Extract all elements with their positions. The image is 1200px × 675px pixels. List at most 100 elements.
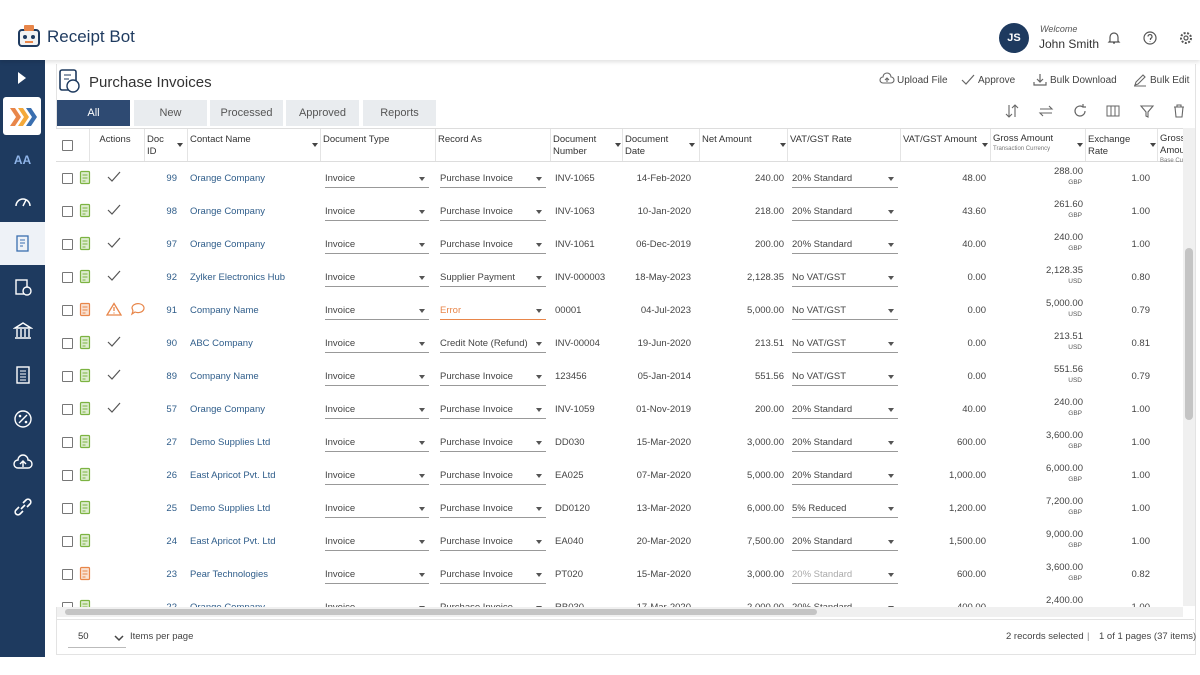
column-header[interactable]: Actions — [92, 134, 138, 146]
bell-icon[interactable] — [1106, 30, 1122, 46]
nav-badge[interactable]: AA — [13, 153, 32, 167]
document-type[interactable]: Invoice — [325, 402, 429, 419]
table-row[interactable]: 24 East Apricot Pvt. Ltd Invoice Purchase I… — [56, 525, 1183, 559]
file-icon[interactable] — [79, 302, 91, 317]
row-checkbox[interactable] — [62, 239, 73, 250]
vat-rate[interactable]: 20% Standard — [792, 237, 898, 254]
record-as[interactable]: Supplier Payment — [440, 270, 546, 287]
column-header[interactable]: Gross Amount Transaction Currency — [993, 133, 1075, 154]
nav-invoices[interactable] — [0, 222, 45, 265]
vat-rate[interactable]: No VAT/GST — [792, 336, 898, 353]
file-icon[interactable] — [79, 269, 91, 284]
nav-reports[interactable] — [13, 365, 33, 385]
vat-rate[interactable]: 20% Standard — [792, 171, 898, 188]
file-icon[interactable] — [79, 236, 91, 251]
document-type[interactable]: Invoice — [325, 369, 429, 386]
table-tool[interactable] — [1171, 103, 1187, 119]
table-row[interactable]: 23 Pear Technologies Invoice Purchase Invoi… — [56, 558, 1183, 592]
column-header[interactable]: Contact Name — [190, 134, 310, 146]
doc-id[interactable]: 98 — [166, 206, 177, 217]
table-row[interactable]: 97 Orange Company Invoice Purchase Invoice I… — [56, 228, 1183, 262]
contact-name[interactable]: Zylker Electronics Hub — [190, 272, 286, 283]
document-type[interactable]: Invoice — [325, 237, 429, 254]
column-header[interactable]: Record As — [438, 134, 550, 146]
row-checkbox[interactable] — [62, 272, 73, 283]
doc-id[interactable]: 57 — [166, 404, 177, 415]
column-header[interactable]: Doc ID — [147, 134, 175, 158]
settings-icon[interactable] — [1178, 30, 1194, 46]
document-type[interactable]: Invoice — [325, 303, 429, 320]
nav-tax[interactable] — [13, 409, 33, 429]
action-icon[interactable] — [960, 72, 976, 88]
h-scroll-thumb[interactable] — [65, 609, 817, 615]
contact-name[interactable]: Demo Supplies Ltd — [190, 437, 271, 448]
vat-rate[interactable]: No VAT/GST — [792, 303, 898, 320]
vat-rate[interactable]: 5% Reduced — [792, 501, 898, 518]
file-icon[interactable] — [79, 434, 91, 449]
row-checkbox[interactable] — [62, 305, 73, 316]
record-as[interactable]: Purchase Invoice — [440, 369, 546, 386]
row-checkbox[interactable] — [62, 602, 73, 607]
doc-id[interactable]: 24 — [166, 536, 177, 547]
record-as[interactable]: Purchase Invoice — [440, 171, 546, 188]
file-icon[interactable] — [79, 467, 91, 482]
table-tool[interactable] — [1139, 103, 1155, 119]
nav-bank[interactable] — [13, 321, 33, 341]
doc-id[interactable]: 91 — [166, 305, 177, 316]
contact-name[interactable]: Orange Company — [190, 404, 265, 415]
column-header[interactable]: VAT/GST Amount — [903, 134, 980, 146]
contact-name[interactable]: Demo Supplies Ltd — [190, 503, 271, 514]
tab[interactable]: Approved — [286, 100, 359, 126]
doc-id[interactable]: 26 — [166, 470, 177, 481]
document-type[interactable]: Invoice — [325, 171, 429, 188]
doc-id[interactable]: 25 — [166, 503, 177, 514]
table-row[interactable]: 26 East Apricot Pvt. Ltd Invoice Purchase I… — [56, 459, 1183, 493]
table-tool[interactable] — [1004, 103, 1020, 119]
contact-name[interactable]: Orange Company — [190, 602, 265, 607]
doc-id[interactable]: 90 — [166, 338, 177, 349]
table-row[interactable]: 91 Company Name Invoice Error 00001 04-Jul-20… — [56, 294, 1183, 328]
vat-rate[interactable]: 20% Standard — [792, 600, 898, 607]
row-checkbox[interactable] — [62, 404, 73, 415]
tab[interactable]: All — [57, 100, 130, 126]
table-row[interactable]: 25 Demo Supplies Ltd Invoice Purchase Invoi… — [56, 492, 1183, 526]
row-checkbox[interactable] — [62, 338, 73, 349]
file-icon[interactable] — [79, 203, 91, 218]
document-type[interactable]: Invoice — [325, 336, 429, 353]
doc-id[interactable]: 92 — [166, 272, 177, 283]
document-type[interactable]: Invoice — [325, 468, 429, 485]
row-checkbox[interactable] — [62, 569, 73, 580]
column-header[interactable]: Gross Amount Base Currency — [1160, 133, 1183, 166]
nav-upload[interactable] — [13, 453, 33, 473]
table-tool[interactable] — [1105, 103, 1121, 119]
vat-rate[interactable]: 20% Standard — [792, 402, 898, 419]
record-as[interactable]: Purchase Invoice — [440, 501, 546, 518]
contact-name[interactable]: Pear Technologies — [190, 569, 268, 580]
table-row[interactable]: 22 Orange Company Invoice Purchase Invoice R… — [56, 591, 1183, 607]
file-icon[interactable] — [79, 566, 91, 581]
table-row[interactable]: 99 Orange Company Invoice Purchase Invoice I… — [56, 162, 1183, 196]
contact-name[interactable]: Company Name — [190, 305, 259, 316]
column-header[interactable]: Net Amount — [702, 134, 778, 146]
nav-link[interactable] — [13, 497, 33, 517]
warning-icon[interactable] — [106, 302, 122, 316]
action-button[interactable]: Bulk Download — [1050, 75, 1117, 86]
row-checkbox[interactable] — [62, 470, 73, 481]
contact-name[interactable]: Orange Company — [190, 173, 265, 184]
record-as[interactable]: Purchase Invoice — [440, 435, 546, 452]
row-checkbox[interactable] — [62, 371, 73, 382]
table-row[interactable]: 90 ABC Company Invoice Credit Note (Refund)… — [56, 327, 1183, 361]
contact-name[interactable]: Company Name — [190, 371, 259, 382]
doc-id[interactable]: 89 — [166, 371, 177, 382]
tab[interactable]: Reports — [363, 100, 436, 126]
doc-id[interactable]: 27 — [166, 437, 177, 448]
document-type[interactable]: Invoice — [325, 501, 429, 518]
avatar[interactable]: JS — [999, 23, 1029, 53]
file-icon[interactable] — [79, 533, 91, 548]
contact-name[interactable]: ABC Company — [190, 338, 253, 349]
row-checkbox[interactable] — [62, 503, 73, 514]
doc-id[interactable]: 97 — [166, 239, 177, 250]
action-icon[interactable] — [879, 72, 895, 88]
column-header[interactable]: Document Date — [625, 134, 687, 158]
contact-name[interactable]: East Apricot Pvt. Ltd — [190, 470, 276, 481]
